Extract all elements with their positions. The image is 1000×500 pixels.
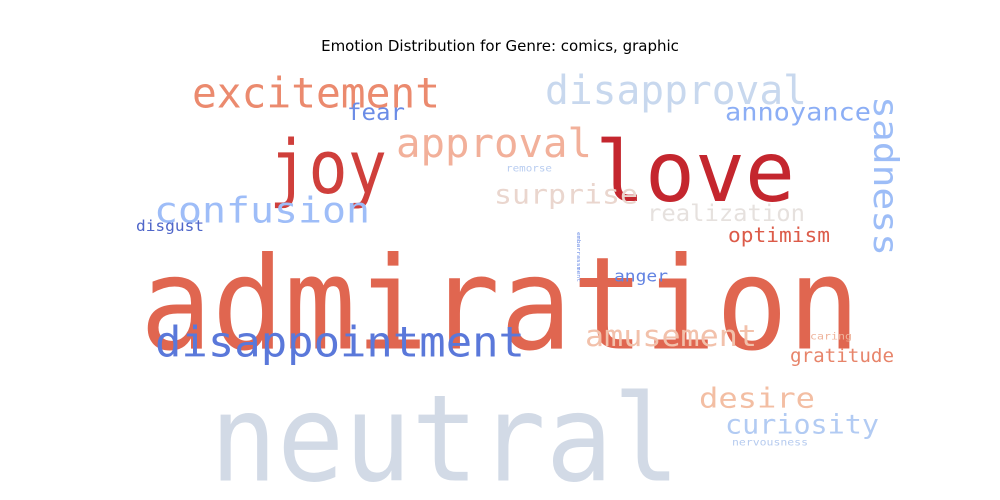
word-confusion: confusion — [154, 191, 370, 232]
word-neutral: neutral — [210, 371, 680, 500]
word-desire: desire — [699, 382, 815, 415]
word-annoyance: annoyance — [725, 98, 871, 127]
word-realization: realization — [647, 201, 805, 227]
word-disapproval: disapproval — [545, 68, 807, 114]
word-optimism: optimism — [728, 223, 830, 247]
word-disappointment: disappointment — [155, 318, 525, 367]
word-gratitude: gratitude — [790, 345, 894, 367]
word-surprise: surprise — [494, 180, 638, 211]
word-amusement: amusement — [585, 319, 757, 353]
word-disgust: disgust — [136, 217, 204, 235]
word-joy: joy — [269, 125, 387, 211]
word-curiosity: curiosity — [725, 410, 879, 441]
word-remorse: remorse — [506, 164, 552, 175]
word-sadness: sadness — [865, 96, 905, 256]
word-embarrassment: embarrassment — [575, 232, 581, 282]
word-admiration: admiration — [140, 231, 860, 380]
word-caring: caring — [810, 332, 852, 343]
word-love: love — [595, 123, 795, 221]
word-excitement: excitement — [192, 69, 440, 118]
word-nervousness: nervousness — [732, 438, 808, 449]
word-fear: fear — [347, 100, 405, 126]
word-approval: approval — [396, 121, 592, 167]
chart-title: Emotion Distribution for Genre: comics, … — [321, 37, 679, 55]
word-anger: anger — [614, 267, 668, 286]
